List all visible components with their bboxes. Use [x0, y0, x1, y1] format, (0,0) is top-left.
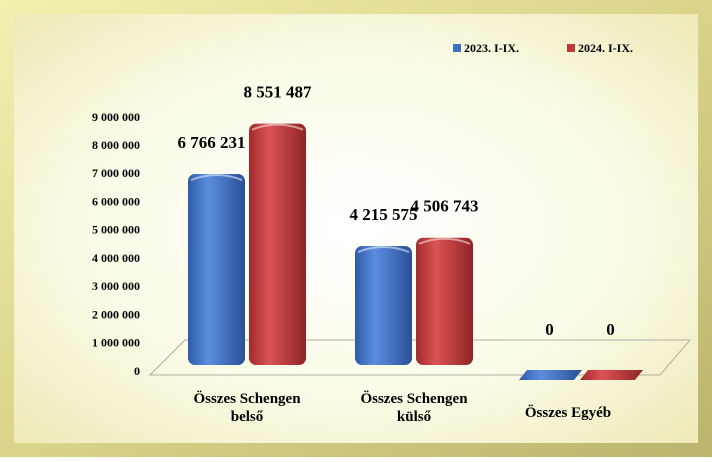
y-tick-label: 2 000 000 — [92, 307, 140, 321]
value-label: 6 766 231 — [178, 133, 246, 152]
legend-swatch — [453, 44, 461, 52]
panel — [14, 14, 698, 443]
value-label: 0 — [545, 320, 554, 339]
y-tick-label: 7 000 000 — [92, 166, 140, 180]
value-label: 8 551 487 — [244, 83, 313, 102]
y-tick-label: 4 000 000 — [92, 251, 140, 265]
x-tick-label: Összes Schengen belső — [193, 391, 301, 425]
legend-label: 2024. I-IX. — [578, 41, 633, 55]
floor — [148, 339, 692, 376]
x-tick-label: Összes Egyéb — [524, 405, 612, 421]
bar-top — [418, 237, 471, 245]
value-label: 4 506 743 — [411, 197, 479, 216]
y-tick-label: 3 000 000 — [92, 279, 140, 293]
y-tick-label: 1 000 000 — [92, 336, 140, 350]
x-tick-label: Összes Schengen külső — [360, 391, 468, 425]
y-tick-label: 8 000 000 — [92, 138, 140, 152]
bar — [416, 237, 473, 365]
y-tick-label: 9 000 000 — [92, 110, 140, 124]
legend-label: 2023. I-IX. — [464, 41, 519, 55]
bar — [188, 174, 245, 365]
bar — [519, 370, 582, 380]
value-label: 4 215 575 — [350, 205, 418, 224]
bar-top — [357, 246, 410, 253]
legend-swatch — [567, 44, 575, 52]
y-tick-label: 0 — [134, 364, 140, 378]
bar — [249, 123, 306, 365]
bar-top — [251, 123, 304, 131]
y-tick-label: 5 000 000 — [92, 223, 140, 237]
bar-top — [190, 174, 243, 181]
value-label: 0 — [606, 320, 615, 339]
bar — [355, 246, 412, 365]
y-tick-label: 6 000 000 — [92, 194, 140, 208]
bar — [580, 370, 643, 380]
